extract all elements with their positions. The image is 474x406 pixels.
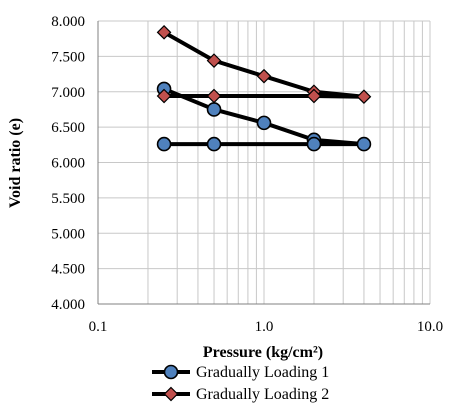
data-point (156, 136, 172, 152)
data-point (256, 68, 272, 84)
data-point (206, 102, 222, 117)
data-point (356, 136, 372, 152)
legend: Gradually Loading 1 Gradually Loading 2 (152, 364, 329, 403)
data-point (206, 136, 222, 152)
legend-item: Gradually Loading 1 (152, 364, 329, 381)
series-2 (156, 24, 372, 105)
data-point (306, 136, 322, 152)
series-layer (156, 24, 372, 152)
y-tick-label: 4.500 (51, 262, 85, 278)
series-line (163, 87, 366, 147)
axes (97, 21, 430, 305)
grid (97, 20, 431, 305)
legend-marker (163, 386, 179, 402)
x-tick-label: 10.0 (417, 319, 443, 335)
y-tick-label: 7.000 (51, 85, 85, 101)
x-tick-label: 0.1 (89, 319, 108, 335)
data-point (206, 53, 222, 68)
series-line (163, 30, 366, 99)
y-tick-label: 6.500 (51, 120, 85, 136)
y-tick-label: 7.500 (51, 49, 85, 65)
data-point (156, 24, 172, 40)
x-tick-label: 1.0 (255, 319, 274, 335)
x-tick-labels: 0.1 1.0 10.0 (89, 319, 444, 335)
x-axis-title: Pressure (kg/cm²) (203, 344, 323, 361)
y-tick-label: 4.000 (51, 297, 85, 313)
y-tick-label: 8.000 (51, 14, 85, 30)
legend-label: Gradually Loading 2 (196, 386, 329, 403)
y-tick-label: 5.500 (51, 191, 85, 207)
y-tick-label: 5.000 (51, 226, 85, 242)
data-point (206, 88, 222, 104)
legend-item: Gradually Loading 2 (152, 386, 329, 403)
legend-marker (163, 364, 179, 380)
y-tick-labels: 4.000 4.500 5.000 5.500 6.000 6.500 7.000 7.500… (51, 14, 85, 313)
y-axis-title: Void ratio (e) (7, 118, 24, 208)
data-point (356, 89, 372, 105)
data-point (156, 88, 172, 104)
y-tick-label: 6.000 (51, 156, 85, 172)
data-point (306, 88, 322, 104)
legend-label: Gradually Loading 1 (196, 364, 329, 381)
data-point (256, 115, 272, 131)
